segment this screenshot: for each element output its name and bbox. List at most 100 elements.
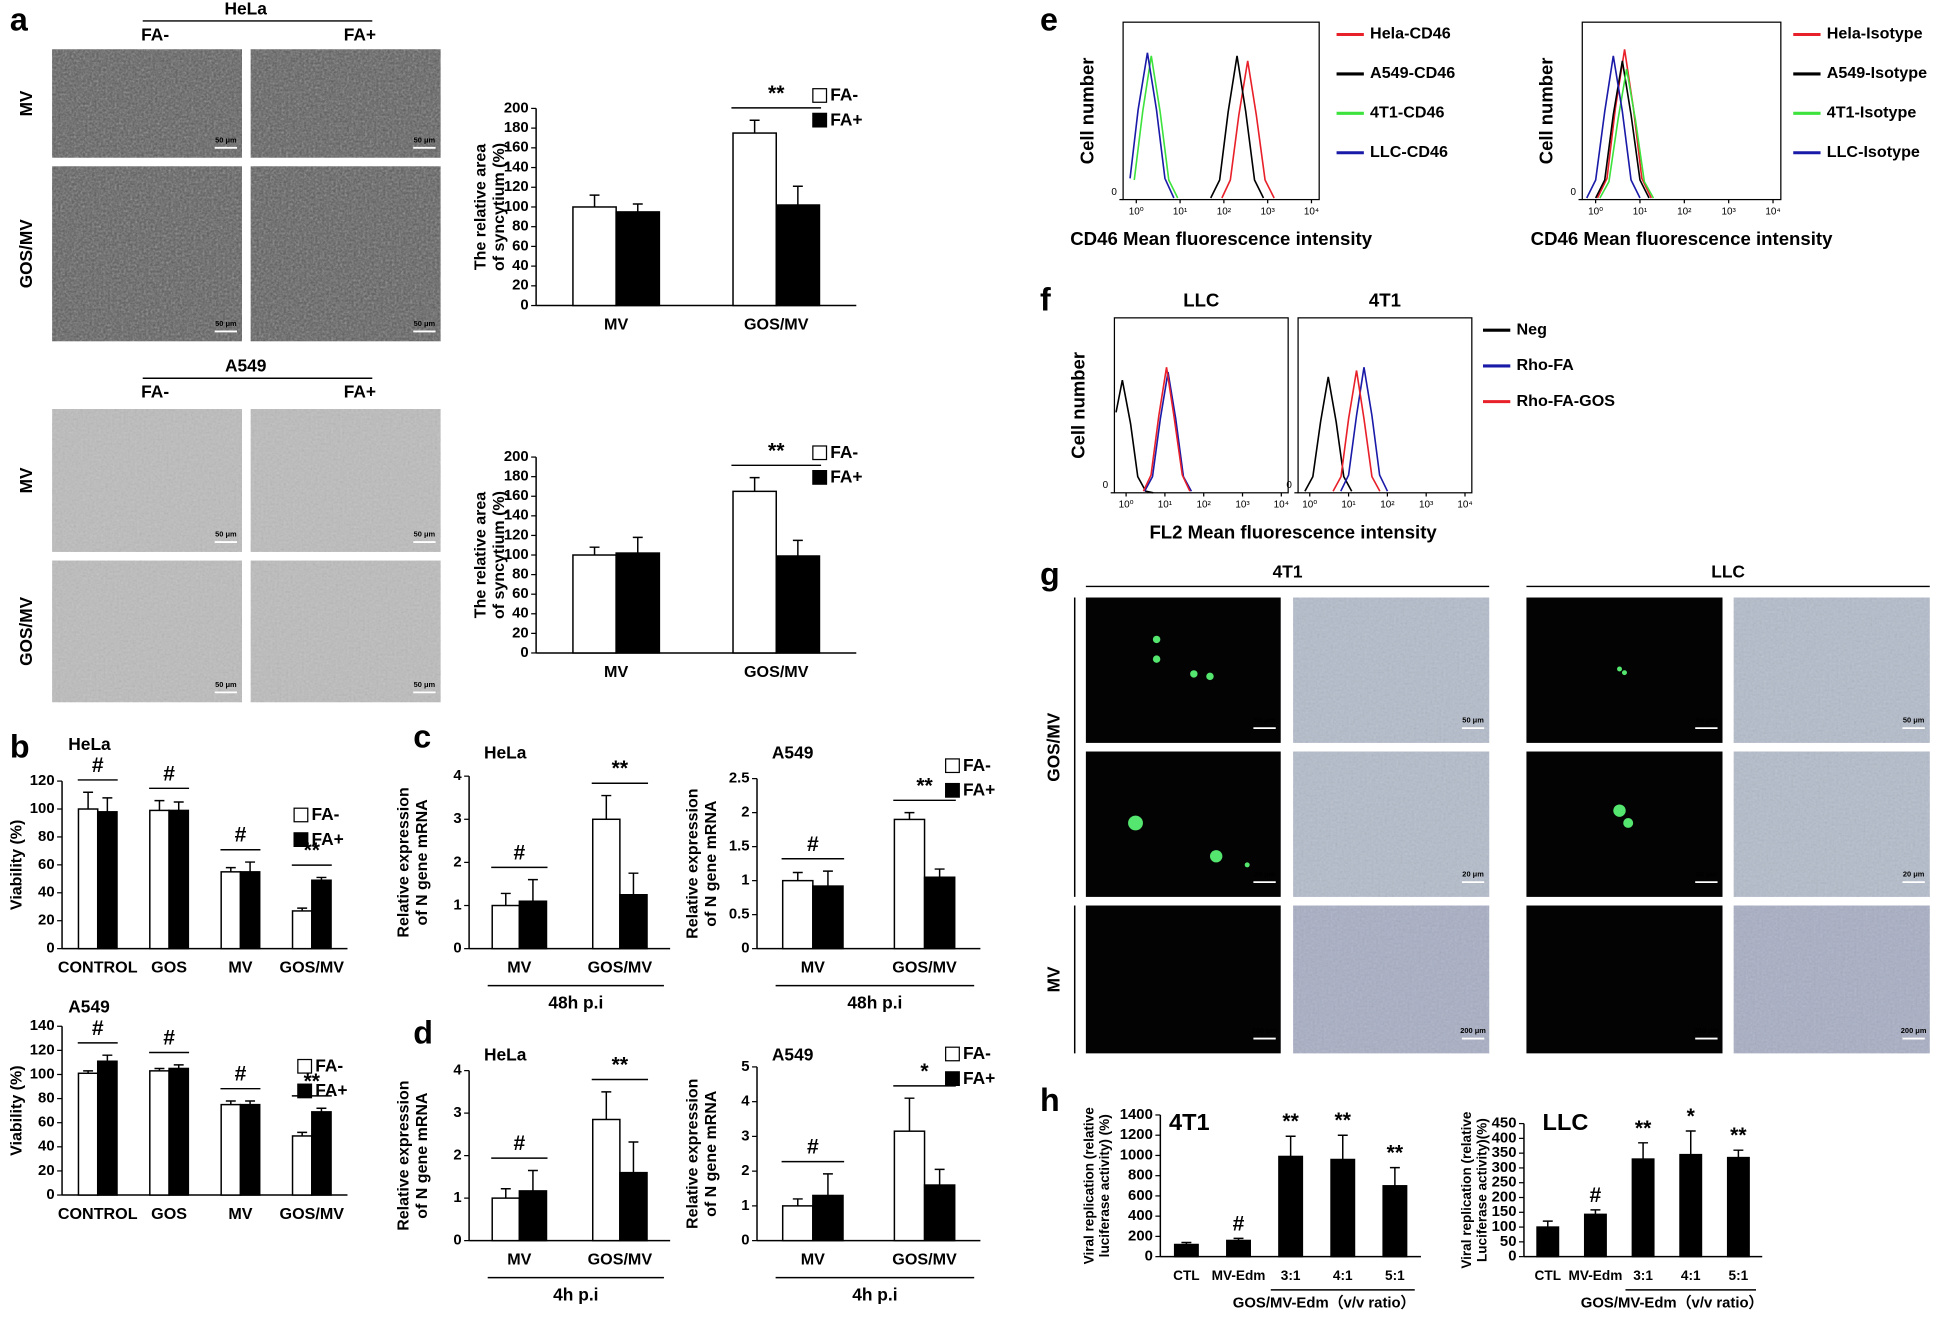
error-bar [102,797,113,812]
y-tick-label: 2 [741,1163,749,1179]
scale-bar-label: 20 μm [1696,870,1718,879]
micrograph-texture [250,560,441,703]
error-bar [1181,1241,1192,1245]
error-bar [749,119,760,134]
y-tick-label: 150 [1492,1204,1517,1220]
bar [923,876,956,950]
bar [149,809,170,950]
y-tick-label: 180 [504,469,529,485]
error-bar [822,1173,833,1196]
y-tick-label: 160 [504,488,529,504]
legend-label: FA- [311,804,339,824]
y-tick-label: 40 [512,606,529,622]
y-tick-label: 350 [1492,1145,1517,1161]
bar [591,1118,621,1242]
y-tick-label: 120 [504,179,529,195]
legend-label: FA+ [830,467,862,487]
micrograph-texture [1733,597,1930,743]
y-tick-label: 0 [453,941,461,957]
y-tick-label: 0 [46,1187,54,1203]
histogram-curve [1142,367,1191,492]
legend-label: 4T1-CD46 [1370,104,1444,122]
bar [1330,1158,1356,1258]
legend-label: FA- [830,85,858,105]
column-label: FA- [141,24,169,44]
error-bar [245,1100,256,1105]
error-bar [589,546,600,556]
x-axis-label: FL2 Mean fluorescence intensity [1149,521,1437,542]
legend-label: A549-CD46 [1370,64,1455,82]
chart-title: HeLa [484,1044,527,1064]
error-bar [601,1091,612,1120]
y-tick-label: 800 [1128,1168,1153,1184]
x-tick-label: 10³ [1235,500,1250,511]
scale-bar-label: 20 μm [1903,870,1925,879]
y-tick-label: 60 [512,238,529,254]
y-tick-label: 120 [30,773,55,789]
bar [1726,1156,1750,1258]
fluorescent-cell [1623,818,1634,828]
fluorescent-cell [1209,850,1223,863]
y-tick-label: 0 [1103,480,1109,491]
bar [291,910,313,950]
error-bar [500,1188,511,1199]
x-tick-label: 4:1 [1681,1268,1701,1283]
micrograph-texture [52,560,242,703]
x-tick-label: 5:1 [1385,1268,1405,1283]
scale-bar-label: 50 μm [1903,716,1925,725]
chart-title: HeLa [68,734,111,754]
group-title: HeLa [224,0,267,18]
legend-label: A549-Isotype [1827,64,1927,82]
micrograph-texture [1733,905,1930,1054]
bar [1278,1155,1304,1258]
error-bar [822,870,833,887]
y-tick-label: 200 [1492,1189,1517,1205]
bar [491,1197,521,1242]
x-tick-label: CONTROL [58,959,138,977]
x-tick-label: 10³ [1722,207,1737,218]
error-bar [589,194,600,207]
y-tick-label: 400 [1128,1208,1153,1224]
x-tick-label: 10² [1217,207,1232,218]
error-bar [792,539,803,556]
micrograph [1085,751,1281,897]
significance-mark: # [1590,1184,1602,1207]
y-tick-label: 0 [1145,1249,1153,1265]
fluorescent-cell [1190,670,1198,678]
error-bar [316,1107,327,1112]
legend-label: FA+ [315,1080,347,1100]
y-tick-label: 20 [38,1163,55,1179]
bar [1679,1153,1703,1258]
y-tick-label: 600 [1128,1188,1153,1204]
y-tick-label: 140 [30,1018,55,1034]
x-axis-label: 4h p.i [553,1285,598,1305]
x-tick-label: MV-Edm [1212,1268,1266,1283]
scale-bar-label: 50 μm [1462,716,1484,725]
y-tick-label: 100 [30,1066,55,1082]
bar [77,1072,99,1196]
y-tick-label: 1 [741,1198,749,1214]
x-axis-label: GOS/MV-Edm（v/v ratio） [1233,1293,1416,1311]
micrograph-texture [1733,751,1930,897]
scale-bar-label: 200 μm [1252,1026,1278,1035]
column-label: FA+ [344,382,376,402]
error-bar [632,536,643,554]
bar [591,818,621,950]
scale-bar-label: 50 μm [414,135,436,144]
micrograph [1085,597,1281,743]
y-tick-label: 4 [453,1063,462,1079]
y-tick-label: 0 [520,297,528,313]
fluorescent-cell [1613,804,1626,817]
fluorescent-cell [1617,666,1622,672]
x-tick-label: MV [801,1251,825,1269]
bar [1583,1213,1607,1258]
significance-mark: ** [768,82,785,105]
bar [615,552,661,654]
chart-title: A549 [772,743,814,763]
chart-title: A549 [68,996,110,1016]
y-tick-label: 250 [1492,1175,1517,1191]
y-tick-label: 0 [1111,187,1117,198]
significance-mark: ** [768,439,785,462]
y-tick-label: 200 [504,449,529,465]
significance-mark: ** [1282,1110,1299,1133]
